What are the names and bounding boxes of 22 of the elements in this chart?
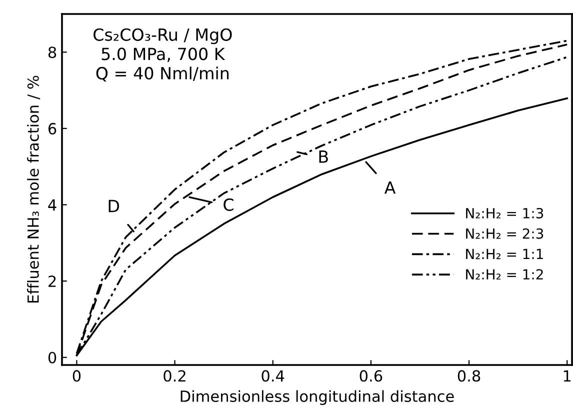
y-tick-label: 0	[48, 352, 56, 364]
x-tick-label: 0.2	[164, 370, 186, 382]
annotation: D	[108, 200, 120, 212]
x-axis-title: Dimensionless longitudinal distance	[180, 390, 454, 405]
x-tick-label: 1	[564, 370, 571, 382]
annotation: C	[224, 198, 234, 211]
y-tick-label: 4	[48, 199, 56, 211]
y-axis-title: Effluent NH₃ mole fraction / %	[27, 76, 40, 302]
x-tick-label: 0.6	[360, 370, 382, 382]
x-tick-label: 0.4	[262, 370, 284, 382]
legend-label: N₂:H₂ = 1:3	[466, 208, 544, 218]
x-tick-label: 0.8	[458, 370, 480, 382]
legend-label: N₂:H₂ = 1:2	[466, 269, 543, 280]
legend-label: N₂:H₂ = 2:3	[466, 228, 544, 239]
y-tick-label: 8	[48, 46, 56, 58]
x-tick-label: 0	[72, 370, 81, 382]
annotation: B	[319, 150, 328, 163]
y-tick-label: 2	[48, 276, 56, 287]
annotation: Cs₂CO₃-Ru / MgO 5.0 MPa, 700 K Q = 40 Nml/min	[94, 28, 232, 82]
y-tick-label: 6	[48, 122, 56, 134]
legend-label: N₂:H₂ = 1:1	[466, 248, 543, 260]
annotation: A	[384, 181, 396, 194]
